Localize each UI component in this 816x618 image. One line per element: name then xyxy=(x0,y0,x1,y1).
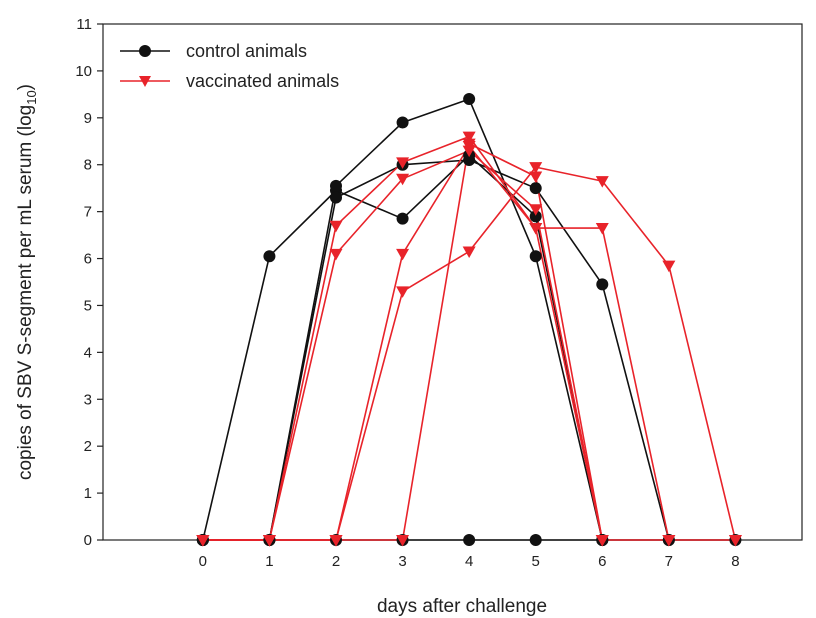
control-data-point xyxy=(330,191,342,204)
x-tick-label: 3 xyxy=(398,553,406,570)
y-tick-label: 7 xyxy=(84,204,92,221)
x-tick-label: 6 xyxy=(598,553,606,570)
x-tick-label: 2 xyxy=(332,553,340,570)
control-data-point xyxy=(529,182,542,195)
y-axis-title: copies of SBV S-segment per mL serum (lo… xyxy=(15,84,39,480)
x-tick-label: 4 xyxy=(465,553,473,570)
vaccinated-data-point xyxy=(396,286,410,298)
control-data-point xyxy=(463,93,476,106)
vaccinated-data-point xyxy=(662,260,676,273)
control-data-point xyxy=(529,210,542,223)
vaccinated-data-point xyxy=(396,248,410,261)
control-data-point xyxy=(263,250,276,263)
control-data-point xyxy=(463,154,476,167)
vaccinated-data-point xyxy=(595,535,609,547)
x-tick-label: 1 xyxy=(265,553,273,570)
vaccinated-data-point xyxy=(196,535,210,547)
vaccinated-data-point xyxy=(529,204,543,216)
control-data-point xyxy=(396,212,409,225)
vaccinated-data-point xyxy=(462,131,476,144)
y-tick-label: 8 xyxy=(84,157,92,174)
control-data-point xyxy=(529,534,542,546)
axis-ticks: 0 1 2 3 4 5 6 7 8 9 10 11 0 1 2 3 4 5 6 7 8 xyxy=(75,16,739,570)
vaccinated-data-point xyxy=(396,173,410,186)
vaccinated-data-point xyxy=(462,246,476,259)
x-tick-label: 0 xyxy=(199,553,207,570)
y-tick-label: 10 xyxy=(75,63,92,80)
control-data-point xyxy=(463,534,476,546)
vaccinated-data-point xyxy=(462,138,476,151)
vaccinated-data-point xyxy=(529,223,543,235)
x-tick-label: 8 xyxy=(731,553,739,570)
x-tick-label: 5 xyxy=(532,553,540,570)
vaccinated-data-point xyxy=(262,535,276,547)
vaccinated-data-point xyxy=(529,171,543,183)
vaccinated-data-point xyxy=(329,248,343,261)
legend-vaccinated-label: vaccinated animals xyxy=(186,71,339,91)
y-tick-label: 11 xyxy=(76,16,92,33)
y-tick-label: 1 xyxy=(84,485,92,502)
vaccinated-data-point xyxy=(662,535,676,547)
legend: control animals vaccinated animals xyxy=(120,41,339,91)
vaccinated-data-point xyxy=(396,157,410,169)
y-tick-label: 5 xyxy=(84,297,92,314)
y-tick-label: 6 xyxy=(84,251,92,268)
vaccinated-data-point xyxy=(728,535,742,547)
vaccinated-data-point xyxy=(595,176,609,188)
marker-layer xyxy=(196,93,742,547)
vaccinated-data-point xyxy=(329,220,343,233)
vaccinated-data-point xyxy=(329,535,343,547)
plot-frame xyxy=(102,23,803,541)
control-series-line xyxy=(202,159,670,541)
y-tick-label: 9 xyxy=(84,110,92,127)
vaccinated-data-point xyxy=(595,223,609,235)
control-data-point xyxy=(330,179,342,192)
x-axis-title: days after challenge xyxy=(377,596,547,617)
control-data-point xyxy=(529,250,542,263)
x-tick-label: 7 xyxy=(665,553,673,570)
y-tick-label: 2 xyxy=(84,438,92,455)
y-tick-label: 3 xyxy=(84,391,92,408)
vaccinated-data-point xyxy=(529,162,543,174)
y-tick-label: 4 xyxy=(84,344,92,361)
legend-vaccinated-marker xyxy=(139,76,151,87)
control-data-point xyxy=(596,278,609,291)
vaccinated-data-point xyxy=(396,535,410,547)
legend-control-marker xyxy=(139,45,151,57)
legend-control-label: control animals xyxy=(186,41,307,61)
control-data-point xyxy=(396,116,409,129)
y-tick-label: 0 xyxy=(84,532,92,549)
